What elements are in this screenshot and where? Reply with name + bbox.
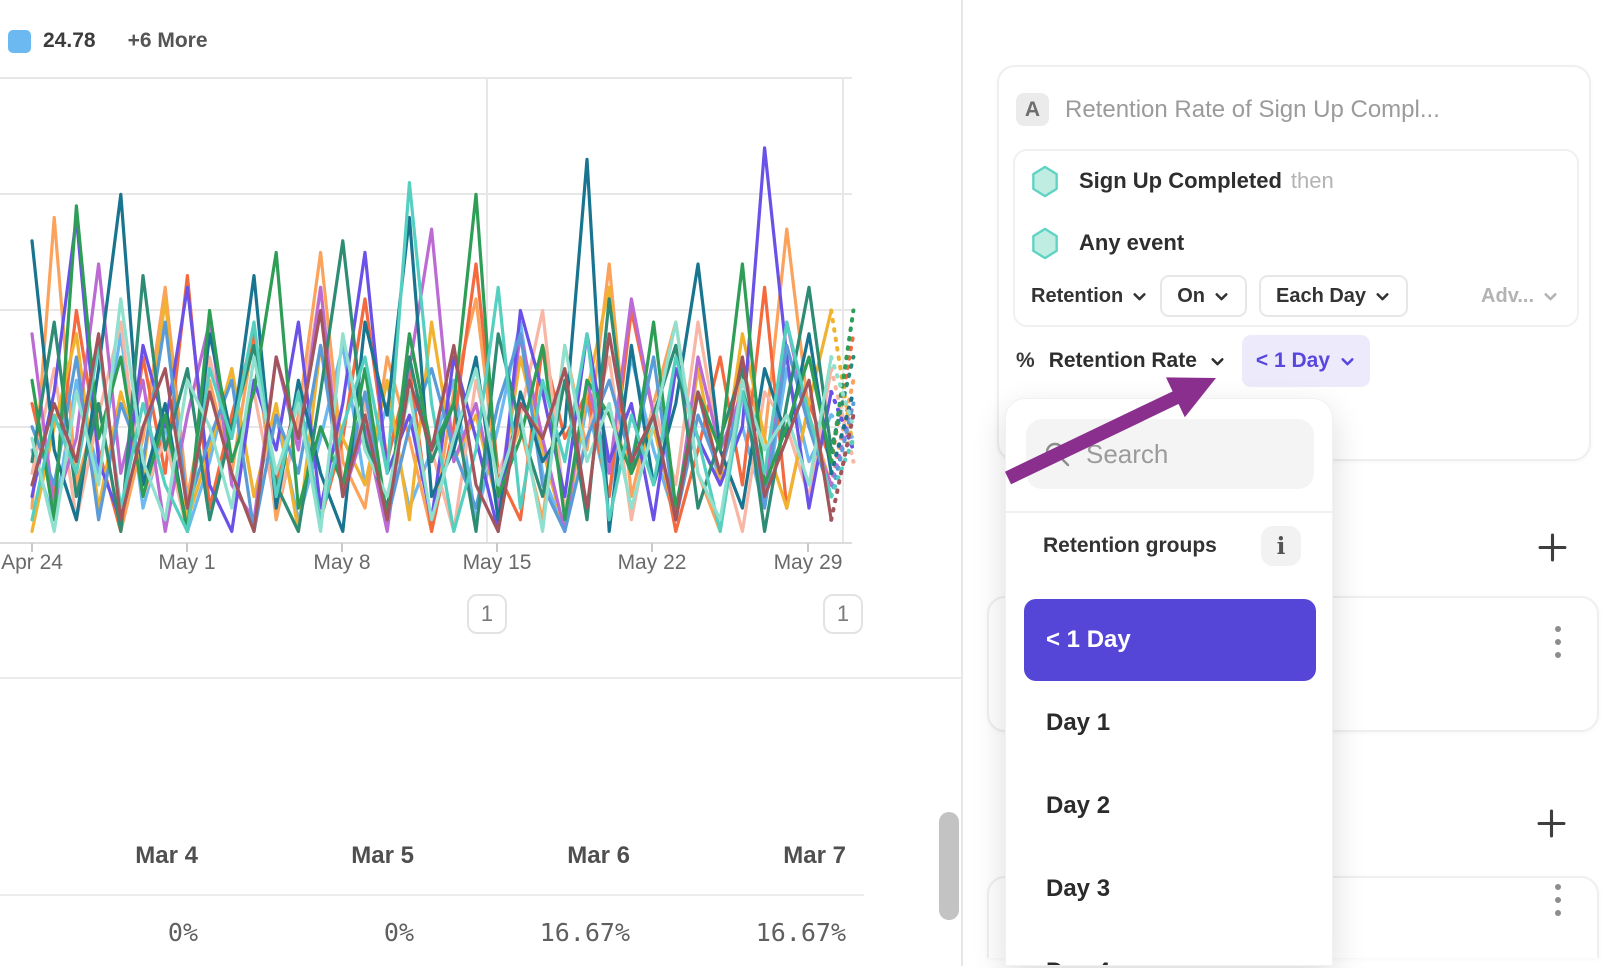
retention-bracket-dropdown[interactable]: < 1 Day: [1241, 335, 1371, 387]
vertical-scrollbar-thumb[interactable]: [939, 812, 959, 920]
metric-dropdown-label: Retention Rate: [1048, 349, 1197, 372]
event-group-card: Sign Up Completed then Any event Retenti…: [1013, 149, 1579, 327]
chevron-down-icon: [1544, 292, 1557, 300]
on-dropdown[interactable]: On: [1160, 275, 1247, 317]
chart-legend: 24.78 +6 More: [8, 29, 208, 53]
dropdown-item-day-2[interactable]: Day 2: [1046, 792, 1111, 819]
advanced-dropdown-label: Adv...: [1481, 284, 1534, 307]
section-label: Retention groups: [1043, 534, 1217, 557]
table-value-cell: 16.67%: [755, 917, 846, 947]
annotation-badge-2[interactable]: 1: [823, 594, 863, 634]
more-options-button[interactable]: [1541, 878, 1575, 922]
dropdown-item-lt-1-day[interactable]: < 1 Day: [1024, 599, 1316, 681]
chevron-down-icon: [1211, 357, 1224, 365]
chevron-down-icon: [1341, 357, 1354, 365]
plus-icon: [1538, 533, 1566, 561]
percent-icon: %: [1016, 349, 1035, 372]
mode-dropdown[interactable]: Retention: [1031, 285, 1148, 308]
retention-controls-row: Retention On Each Day Adv...: [1031, 275, 1567, 317]
mode-dropdown-label: Retention: [1031, 284, 1124, 307]
chart-pane: 24.78 +6 More Apr 24 May 1 May 8 May 15 May …: [0, 29, 961, 968]
table-value-row: 0% 0% 16.67% 16.67%: [0, 896, 864, 968]
chevron-down-icon: [1215, 292, 1228, 300]
dropdown-search: [1026, 419, 1314, 489]
chevron-down-icon: [1133, 292, 1146, 300]
dropdown-section-row: Retention groups i: [1043, 525, 1301, 567]
x-tick-label: Apr 24: [1, 551, 63, 574]
legend-swatch[interactable]: [8, 29, 31, 53]
metric-dropdown[interactable]: Retention Rate: [1049, 349, 1226, 373]
table-header-cell: Mar 5: [351, 842, 414, 869]
x-tick-label: May 22: [617, 551, 687, 574]
query-panel: A Retention Rate of Sign Up Compl... Sig…: [961, 0, 1616, 966]
legend-entry-label[interactable]: 24.78: [43, 29, 96, 52]
add-query-button[interactable]: [1528, 800, 1574, 846]
dropdown-item-day-4[interactable]: Day 4: [1024, 931, 1316, 965]
interval-dropdown-label: Each Day: [1276, 284, 1367, 307]
bracket-label: < 1 Day: [1255, 349, 1331, 372]
retention-query-card: A Retention Rate of Sign Up Compl... Sig…: [997, 65, 1591, 461]
search-icon: [1045, 442, 1070, 466]
table-header-cell: Mar 4: [135, 842, 198, 869]
query-title[interactable]: Retention Rate of Sign Up Compl...: [1065, 95, 1440, 123]
event-hexagon-icon: [1032, 165, 1058, 197]
legend-more-button[interactable]: +6 More: [127, 29, 208, 52]
search-input[interactable]: [1086, 438, 1296, 470]
return-event-label: Any event: [1079, 230, 1185, 255]
on-dropdown-label: On: [1177, 284, 1205, 307]
x-tick-label: May 29: [773, 551, 843, 574]
section-divider: [0, 677, 961, 679]
table-value-cell: 0%: [167, 917, 198, 947]
x-tick-label: May 15: [462, 551, 532, 574]
table-value-cell: 0%: [383, 917, 414, 947]
metric-row: % Retention Rate < 1 Day: [1016, 335, 1371, 387]
table-header-row: Mar 4 Mar 5 Mar 6 Mar 7: [0, 818, 864, 896]
interval-dropdown[interactable]: Each Day: [1259, 275, 1409, 317]
event-hexagon-icon: [1032, 227, 1058, 259]
first-event-label: Sign Up Completed: [1079, 168, 1282, 193]
retention-chart: [0, 77, 856, 552]
info-icon[interactable]: i: [1261, 526, 1301, 566]
table-header-cell: Mar 7: [783, 842, 846, 869]
dropdown-divider: [1006, 511, 1332, 513]
plus-icon: [1537, 809, 1565, 837]
annotation-badge-1[interactable]: 1: [467, 594, 507, 634]
return-event-row[interactable]: Any event: [1031, 221, 1184, 265]
table-value-cell: 16.67%: [539, 917, 630, 947]
x-tick-label: May 8: [313, 551, 371, 574]
then-label: then: [1290, 168, 1334, 193]
chevron-down-icon: [1376, 292, 1389, 300]
dropdown-item-day-3[interactable]: Day 3: [1046, 875, 1111, 902]
table-header-cell: Mar 6: [567, 842, 630, 869]
dropdown-item-day-1[interactable]: Day 1: [1046, 709, 1111, 736]
retention-group-dropdown: Retention groups i < 1 Day Day 1 Day 2 D…: [1005, 398, 1333, 966]
series-a-badge[interactable]: A: [1016, 93, 1049, 126]
add-query-button[interactable]: [1529, 524, 1575, 570]
x-tick-label: May 1: [158, 551, 216, 574]
advanced-dropdown[interactable]: Adv...: [1481, 285, 1559, 308]
retention-summary-table: Mar 4 Mar 5 Mar 6 Mar 7 0% 0% 16.67% 16.…: [0, 818, 864, 968]
first-event-row[interactable]: Sign Up Completed then: [1031, 159, 1334, 203]
more-options-button[interactable]: [1541, 620, 1575, 664]
x-axis-labels: Apr 24 May 1 May 8 May 15 May 22 May 29: [0, 551, 961, 581]
